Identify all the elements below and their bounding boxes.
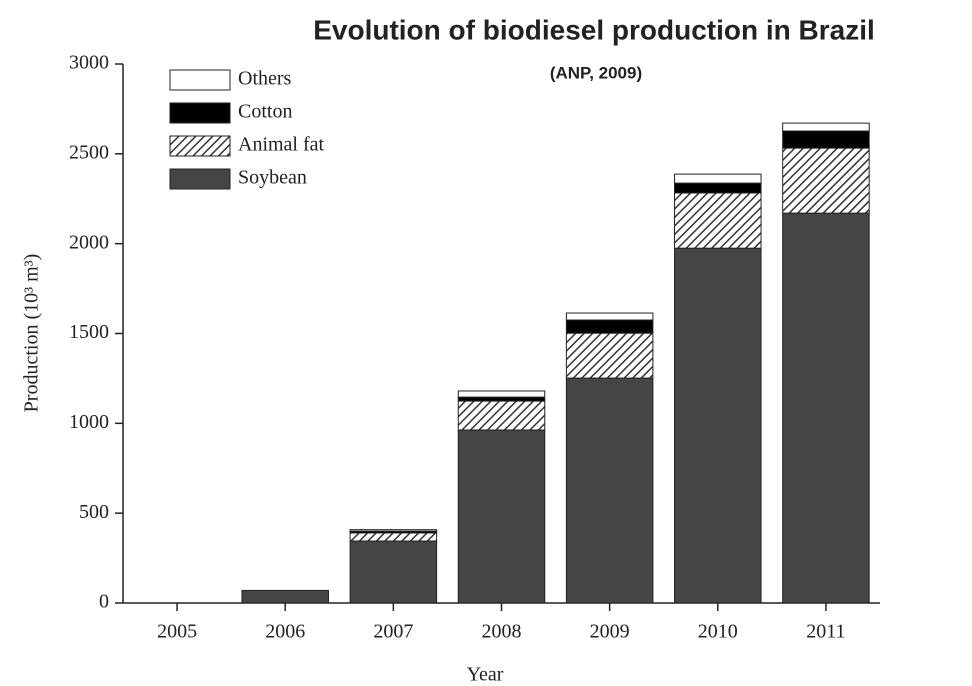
bar-segment xyxy=(457,400,546,431)
y-tick-label: 0 xyxy=(99,591,109,613)
bar-segment xyxy=(457,396,546,402)
legend-label: Soybean xyxy=(238,167,307,189)
bar-segment xyxy=(241,589,329,604)
bar-segment xyxy=(782,147,870,214)
bar-segment xyxy=(349,532,438,542)
bar-segment xyxy=(457,390,546,398)
bar-segment xyxy=(674,247,762,604)
legend-swatch xyxy=(169,135,231,157)
bar-segment xyxy=(674,173,762,184)
y-tick-label: 500 xyxy=(79,501,109,523)
legend-label: Cotton xyxy=(238,101,292,123)
bar-segment xyxy=(782,122,870,132)
bar-segment xyxy=(674,182,762,194)
legend-swatch xyxy=(169,168,231,190)
x-tick-label: 2006 xyxy=(265,621,305,643)
bar-segment xyxy=(565,332,654,379)
legend-swatch xyxy=(169,102,231,124)
bar-segment xyxy=(565,319,654,334)
y-tick-label: 2500 xyxy=(69,141,109,163)
x-tick-label: 2010 xyxy=(698,621,738,643)
y-tick-label: 1500 xyxy=(69,321,109,343)
chart-title: Evolution of biodiesel production in Bra… xyxy=(313,14,875,45)
bar-segment xyxy=(782,130,870,149)
legend-swatch xyxy=(169,69,231,91)
legend-label: Others xyxy=(238,68,292,90)
y-tick-label: 1000 xyxy=(69,411,109,433)
bar-segment xyxy=(349,529,438,532)
y-axis-label: Production (10³ m³) xyxy=(21,254,43,413)
x-tick-label: 2009 xyxy=(590,621,630,643)
x-tick-label: 2008 xyxy=(482,621,522,643)
bar-segment xyxy=(674,192,762,249)
bar-segment xyxy=(565,312,654,321)
bar-segment xyxy=(457,429,546,604)
bar-segment xyxy=(565,377,654,604)
legend-label: Animal fat xyxy=(238,134,325,156)
bar-segment xyxy=(349,540,438,604)
chart-subtitle: (ANP, 2009) xyxy=(550,63,642,82)
x-axis-label: Year xyxy=(467,664,504,686)
x-tick-label: 2007 xyxy=(373,621,413,643)
x-tick-label: 2005 xyxy=(157,621,197,643)
y-tick-label: 3000 xyxy=(69,52,109,74)
bar-segment xyxy=(782,212,870,604)
y-tick-label: 2000 xyxy=(69,231,109,253)
x-tick-label: 2011 xyxy=(806,621,845,643)
